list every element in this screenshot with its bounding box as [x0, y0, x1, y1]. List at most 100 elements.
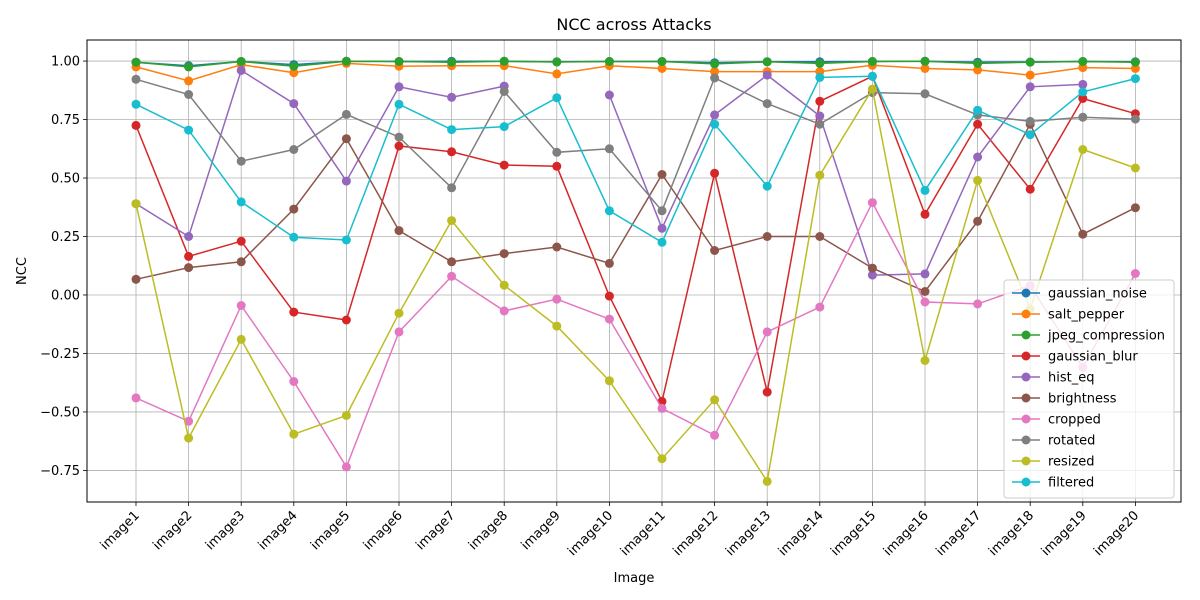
- data-point: [131, 99, 141, 109]
- data-point: [920, 297, 930, 307]
- data-point: [289, 204, 299, 214]
- series-line: [135, 76, 1136, 213]
- data-point: [1025, 130, 1035, 140]
- data-point: [184, 90, 194, 99]
- y-tick-label: 0.75: [51, 113, 80, 128]
- data-point: [184, 76, 194, 86]
- legend-label: hist_eq: [1048, 371, 1094, 386]
- data-point: [1025, 57, 1035, 67]
- data-point: [447, 92, 457, 102]
- data-point: [236, 197, 246, 207]
- legend-item: jpeg_compression: [1012, 329, 1165, 344]
- legend-label: filtered: [1048, 476, 1094, 491]
- data-point: [762, 57, 772, 67]
- y-axis-title: NCC: [15, 257, 30, 285]
- data-point: [131, 274, 141, 284]
- legend-item: cropped: [1012, 413, 1101, 428]
- data-point: [762, 181, 772, 191]
- data-point: [394, 82, 404, 92]
- data-point: [710, 59, 720, 69]
- legend-marker: [1021, 477, 1031, 487]
- data-point: [867, 71, 877, 81]
- data-point: [710, 168, 720, 178]
- series-layer: [131, 56, 1140, 486]
- data-point: [867, 198, 877, 208]
- data-point: [341, 176, 351, 186]
- data-point: [447, 183, 457, 193]
- y-tick-label: 1.00: [51, 55, 80, 70]
- data-point: [762, 232, 772, 241]
- data-point: [289, 307, 299, 317]
- data-point: [657, 223, 667, 233]
- data-point: [710, 119, 720, 129]
- series-brightness: [131, 119, 1140, 296]
- data-point: [815, 170, 825, 180]
- data-point: [815, 96, 825, 106]
- data-point: [1130, 163, 1140, 173]
- data-point: [447, 271, 457, 281]
- data-point: [289, 145, 299, 154]
- data-point: [604, 291, 614, 301]
- data-point: [341, 235, 351, 245]
- data-point: [710, 110, 720, 120]
- series-jpeg-compression: [131, 56, 1140, 72]
- data-point: [236, 257, 246, 267]
- data-point: [131, 74, 141, 84]
- y-tick-label: −0.75: [40, 464, 80, 479]
- series-line: [135, 200, 1137, 469]
- data-point: [1078, 94, 1088, 103]
- data-point: [604, 57, 614, 66]
- data-point: [1130, 74, 1140, 84]
- legend-marker: [1021, 456, 1031, 466]
- data-point: [394, 308, 404, 318]
- legend-marker: [1021, 288, 1031, 298]
- data-point: [131, 393, 141, 403]
- legend-label: rotated: [1048, 434, 1095, 449]
- data-point: [604, 258, 614, 268]
- data-point: [973, 65, 983, 75]
- data-point: [552, 147, 562, 157]
- y-tick-label: 0.00: [51, 288, 80, 303]
- data-point: [289, 377, 299, 386]
- data-point: [236, 301, 246, 310]
- data-point: [184, 433, 194, 443]
- data-point: [973, 58, 983, 68]
- data-point: [341, 134, 351, 144]
- legend-item: brightness: [1012, 392, 1117, 407]
- legend-item: resized: [1012, 455, 1095, 470]
- y-tick-label: −0.50: [40, 405, 80, 420]
- data-point: [657, 237, 667, 247]
- data-point: [236, 334, 246, 344]
- data-point: [604, 144, 614, 154]
- data-point: [341, 410, 351, 420]
- legend-item: rotated: [1012, 434, 1095, 449]
- data-point: [236, 65, 246, 75]
- series-line: [135, 122, 1136, 293]
- data-point: [920, 356, 930, 365]
- data-point: [341, 56, 351, 66]
- data-point: [973, 152, 983, 162]
- data-point: [1130, 203, 1140, 213]
- data-point: [499, 249, 509, 259]
- data-point: [1025, 70, 1035, 80]
- series-line: [135, 75, 1136, 404]
- data-point: [394, 327, 404, 337]
- data-point: [1130, 64, 1140, 73]
- series-line: [135, 62, 1136, 82]
- plot-frame: [86, 39, 1182, 503]
- data-point: [920, 287, 930, 296]
- data-point: [552, 321, 562, 331]
- data-point: [710, 395, 720, 405]
- legend-marker: [1021, 351, 1031, 361]
- series-resized: [131, 84, 1140, 486]
- legend-label: gaussian_noise: [1048, 287, 1147, 302]
- legend-marker: [1021, 414, 1031, 424]
- data-point: [973, 105, 983, 115]
- legend-item: salt_pepper: [1012, 308, 1125, 323]
- data-point: [762, 99, 772, 109]
- data-point: [815, 302, 825, 312]
- data-point: [552, 93, 562, 103]
- data-point: [1130, 114, 1140, 124]
- series-line: [135, 60, 1136, 68]
